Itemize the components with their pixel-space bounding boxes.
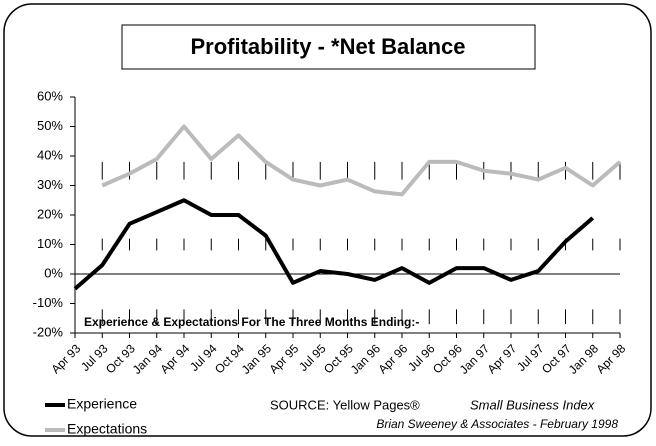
- y-tick-label: 40%: [37, 147, 63, 162]
- y-tick-label: -20%: [33, 324, 64, 339]
- title-box: [121, 24, 536, 70]
- y-tick-label: 30%: [37, 177, 63, 192]
- chart-title: Profitability - *Net Balance: [190, 34, 465, 59]
- legend-label: Experience: [67, 396, 137, 412]
- y-tick-label: 60%: [37, 88, 63, 103]
- source: SOURCE: Yellow Pages®: [270, 397, 420, 412]
- annotation: Experience & Expectations For The Three …: [84, 315, 419, 329]
- y-tick-label: 0%: [44, 265, 63, 280]
- legend-label: Expectations: [67, 421, 147, 437]
- y-tick-label: -10%: [33, 295, 64, 310]
- series-line: [73, 198, 595, 291]
- y-tick-label: 10%: [37, 236, 63, 251]
- y-tick-label: 50%: [37, 118, 63, 133]
- y-tick-label: 20%: [37, 206, 63, 221]
- source-credit: Brian Sweeney & Associates - February 19…: [376, 417, 618, 431]
- frame: [3, 3, 652, 437]
- source-index: Small Business Index: [470, 397, 595, 412]
- series-line: [101, 124, 622, 197]
